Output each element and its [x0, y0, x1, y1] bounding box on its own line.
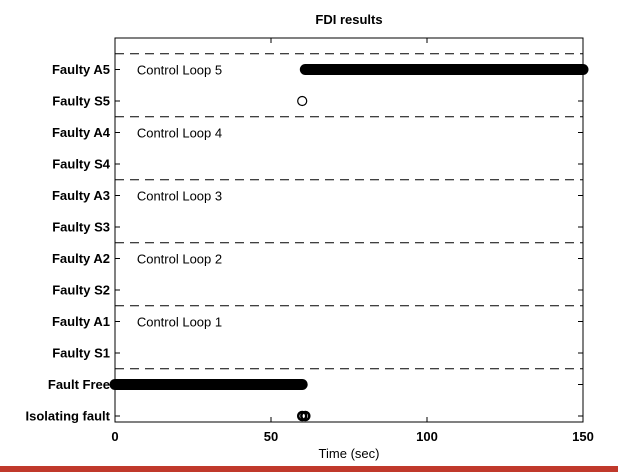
x-tick-label: 0 [111, 429, 118, 444]
x-tick-label: 100 [416, 429, 438, 444]
y-tick-label: Isolating fault [26, 409, 111, 424]
group-annotation: Control Loop 1 [137, 315, 222, 330]
y-tick-label: Faulty S2 [52, 283, 110, 298]
data-point-open [297, 95, 308, 107]
y-tick-label: Faulty S5 [52, 94, 110, 109]
y-tick-label: Faulty A4 [52, 125, 111, 140]
group-annotation: Control Loop 2 [137, 252, 222, 267]
x-tick-label: 50 [264, 429, 278, 444]
group-annotation: Control Loop 3 [137, 189, 222, 204]
chart-title: FDI results [315, 12, 382, 27]
x-axis-label: Time (sec) [319, 446, 380, 461]
data-point-bold [300, 410, 311, 422]
y-tick-label: Faulty S4 [52, 157, 111, 172]
group-annotation: Control Loop 5 [137, 63, 222, 78]
axis-ticks [114, 38, 584, 422]
x-tick-labels: 0 50 100 150 [111, 429, 593, 444]
x-tick-label: 150 [572, 429, 594, 444]
y-tick-label: Faulty S3 [52, 220, 110, 235]
y-tick-labels: Isolating fault Fault Free Faulty S1 Faulty… [26, 62, 111, 424]
y-tick-label: Faulty S1 [52, 346, 110, 361]
separator-lines [115, 53, 583, 370]
y-tick-label: Fault Free [48, 377, 110, 392]
group-annotations: Control Loop 1 Control Loop 2 Control Loop… [137, 63, 222, 330]
y-tick-label: Faulty A5 [52, 62, 110, 77]
plot-area [114, 37, 584, 423]
y-tick-label: Faulty A1 [52, 314, 110, 329]
y-tick-label: Faulty A3 [52, 188, 110, 203]
data-marks [109, 64, 589, 422]
y-tick-label: Faulty A2 [52, 251, 110, 266]
bottom-accent-bar [0, 466, 618, 472]
group-annotation: Control Loop 4 [137, 126, 222, 141]
